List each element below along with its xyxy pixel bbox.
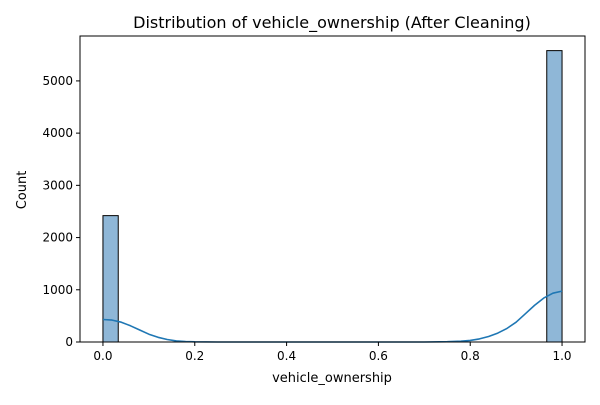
kde-line [102, 290, 563, 343]
y-tick-label: 4000 [42, 126, 73, 140]
y-tick-label: 2000 [42, 231, 73, 245]
y-tick-label: 3000 [42, 178, 73, 192]
x-tick-label: 0.0 [93, 349, 112, 363]
histogram-bar [102, 215, 119, 343]
chart-title: Distribution of vehicle_ownership (After… [133, 13, 531, 33]
x-axis-label: vehicle_ownership [272, 371, 392, 386]
plot-area: 0.0 0.2 0.4 0.6 0.8 1.0 0 1000 2000 3000 4000 5000 [42, 35, 586, 363]
x-tick-label: 0.4 [277, 349, 296, 363]
y-tick-label: 0 [65, 335, 73, 349]
x-tick-label: 0.2 [185, 349, 204, 363]
y-tick-label: 1000 [42, 283, 73, 297]
y-axis-label: Count [15, 171, 30, 210]
y-tick-label: 5000 [42, 74, 73, 88]
x-tick-label: 0.6 [369, 349, 388, 363]
x-tick-label: 1.0 [552, 349, 571, 363]
plot-frame [79, 35, 586, 343]
x-tick-label: 0.8 [461, 349, 480, 363]
histogram-bar [546, 50, 563, 343]
